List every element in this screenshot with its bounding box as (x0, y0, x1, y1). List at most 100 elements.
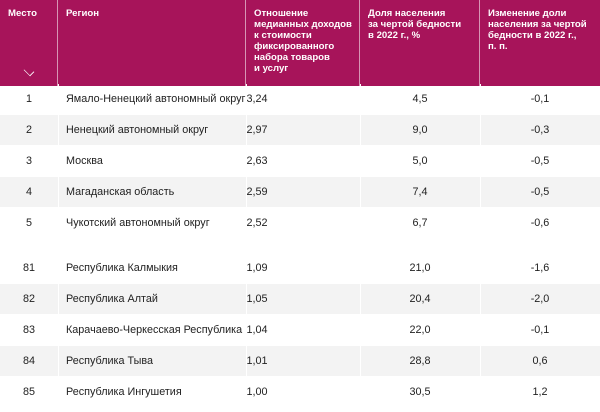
poverty-cell: 21,0 (409, 262, 431, 274)
poverty-cell: 7,4 (412, 186, 428, 198)
header-ratio-line: набора товаров (254, 52, 330, 63)
column-divider (360, 84, 361, 114)
column-divider (360, 115, 361, 145)
region-cell: Республика Тыва (66, 355, 153, 367)
rank-cell: 83 (22, 324, 35, 336)
column-divider (480, 115, 481, 145)
rank-cell: 3 (25, 155, 32, 167)
header-change-line: п. п. (488, 41, 508, 52)
header-ratio-line: Отношение (254, 8, 309, 19)
ratio-cell: 2,52 (246, 217, 268, 229)
table-row: 3 Москва 2,63 5,0 -0,5 (0, 146, 600, 176)
column-divider (360, 284, 361, 314)
table-row: 81 Республика Калмыкия 1,09 21,0 -1,6 (0, 253, 600, 283)
change-cell: -1,6 (530, 262, 550, 274)
column-divider (480, 84, 481, 114)
table-row: 82 Республика Алтай 1,05 20,4 -2,0 (0, 284, 600, 314)
poverty-cell: 4,5 (412, 93, 428, 105)
poverty-cell: 6,7 (412, 217, 428, 229)
column-divider (58, 377, 59, 407)
change-cell: -0,5 (530, 186, 550, 198)
table-row: 2 Ненецкий автономный округ 2,97 9,0 -0,3 (0, 115, 600, 145)
header-change: Изменение доли населения за чертой бедно… (480, 0, 600, 86)
rank-cell: 82 (22, 293, 35, 305)
ratio-cell: 1,00 (246, 386, 268, 398)
table-row: 84 Республика Тыва 1,01 28,8 0,6 (0, 346, 600, 376)
region-cell: Республика Ингушетия (66, 386, 182, 398)
column-divider (246, 315, 247, 345)
change-cell: 1,2 (532, 386, 548, 398)
region-cell: Москва (66, 155, 103, 167)
column-divider (480, 177, 481, 207)
column-divider (58, 253, 59, 283)
column-divider (480, 315, 481, 345)
header-poverty-line: за чертой бедности (368, 19, 462, 30)
table-row: 5 Чукотский автономный округ 2,52 6,7 -0,6 (0, 208, 600, 238)
column-divider (480, 377, 481, 407)
header-ratio: Отношение медианных доходов к стоимости … (246, 0, 360, 86)
column-divider (360, 315, 361, 345)
table-row: 4 Магаданская область 2,59 7,4 -0,5 (0, 177, 600, 207)
poverty-cell: 20,4 (409, 293, 431, 305)
change-cell: 0,6 (532, 355, 548, 367)
region-cell: Карачаево-Черкесская Республика (66, 324, 243, 336)
header-change-line: Изменение доли (488, 8, 567, 19)
region-cell: Ямало-Ненецкий автономный округ (66, 93, 246, 105)
header-region: Регион (58, 0, 246, 86)
column-divider (58, 146, 59, 176)
header-region-label: Регион (66, 8, 100, 19)
column-divider (480, 146, 481, 176)
column-divider (58, 284, 59, 314)
column-divider (246, 284, 247, 314)
table-row: 1 Ямало-Ненецкий автономный округ 3,24 4,5 -… (0, 84, 600, 114)
ratio-cell: 1,05 (246, 293, 268, 305)
ratio-cell: 1,09 (246, 262, 268, 274)
ratio-cell: 1,01 (246, 355, 268, 367)
rank-cell: 2 (25, 124, 32, 136)
header-ratio-line: и услуг (254, 63, 289, 74)
column-divider (480, 253, 481, 283)
column-divider (360, 377, 361, 407)
header-ratio-line: медианных доходов (254, 19, 352, 30)
column-divider (360, 146, 361, 176)
region-cell: Ненецкий автономный округ (66, 124, 209, 136)
column-divider (58, 177, 59, 207)
column-divider (58, 346, 59, 376)
rank-cell: 85 (22, 386, 35, 398)
change-cell: -0,3 (530, 124, 550, 136)
header-rank[interactable]: Место (0, 0, 58, 86)
header-change-line: бедности в 2022 г., (488, 30, 577, 41)
poverty-cell: 28,8 (409, 355, 431, 367)
header-poverty-line: Доля населения (368, 8, 446, 19)
column-divider (246, 146, 247, 176)
column-divider (246, 84, 247, 114)
column-divider (58, 115, 59, 145)
region-cell: Республика Алтай (66, 293, 158, 305)
change-cell: -0,6 (530, 217, 550, 229)
poverty-cell: 9,0 (412, 124, 428, 136)
column-divider (480, 346, 481, 376)
table-row: 85 Республика Ингушетия 1,00 30,5 1,2 (0, 377, 600, 407)
header-poverty-line: в 2022 г., % (368, 30, 421, 41)
column-divider (58, 315, 59, 345)
change-cell: -0,5 (530, 155, 550, 167)
poverty-cell: 30,5 (409, 386, 431, 398)
rank-cell: 84 (22, 355, 35, 367)
header-ratio-line: к стоимости (254, 30, 312, 41)
header-rank-label: Место (8, 8, 37, 19)
chevron-down-icon[interactable] (23, 65, 35, 77)
rank-cell: 81 (22, 262, 35, 274)
column-divider (360, 208, 361, 238)
rank-cell: 1 (25, 93, 32, 105)
column-divider (246, 115, 247, 145)
ratio-cell: 1,04 (246, 324, 268, 336)
column-divider (246, 177, 247, 207)
ratio-cell: 2,97 (246, 124, 268, 136)
table-row: 83 Карачаево-Черкесская Республика 1,04 22,… (0, 315, 600, 345)
change-cell: -0,1 (530, 93, 550, 105)
header-ratio-line: фиксированного (254, 41, 335, 52)
column-divider (246, 208, 247, 238)
header-poverty: Доля населения за чертой бедности в 2022… (360, 0, 480, 86)
ratio-cell: 2,59 (246, 186, 268, 198)
column-divider (246, 346, 247, 376)
